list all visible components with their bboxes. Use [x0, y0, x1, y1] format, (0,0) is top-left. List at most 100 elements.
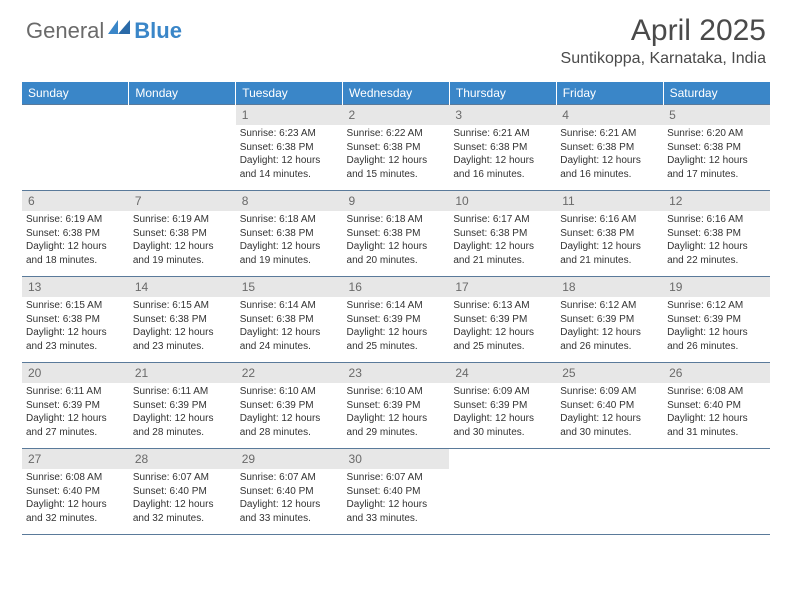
calendar-row: 1Sunrise: 6:23 AMSunset: 6:38 PMDaylight…: [22, 105, 770, 191]
day-body: Sunrise: 6:21 AMSunset: 6:38 PMDaylight:…: [556, 125, 663, 185]
day-body: Sunrise: 6:09 AMSunset: 6:39 PMDaylight:…: [449, 383, 556, 443]
calendar-cell: 29Sunrise: 6:07 AMSunset: 6:40 PMDayligh…: [236, 449, 343, 535]
day-body: Sunrise: 6:12 AMSunset: 6:39 PMDaylight:…: [556, 297, 663, 357]
day-number: 13: [22, 277, 129, 297]
logo-mark-icon: [108, 18, 132, 38]
day-number: 8: [236, 191, 343, 211]
calendar-cell: 5Sunrise: 6:20 AMSunset: 6:38 PMDaylight…: [663, 105, 770, 191]
day-body: Sunrise: 6:13 AMSunset: 6:39 PMDaylight:…: [449, 297, 556, 357]
day-number: 24: [449, 363, 556, 383]
day-body: Sunrise: 6:11 AMSunset: 6:39 PMDaylight:…: [129, 383, 236, 443]
weekday-header: Friday: [556, 82, 663, 105]
calendar-cell: 4Sunrise: 6:21 AMSunset: 6:38 PMDaylight…: [556, 105, 663, 191]
day-number: 5: [663, 105, 770, 125]
day-number: 28: [129, 449, 236, 469]
day-body: Sunrise: 6:14 AMSunset: 6:39 PMDaylight:…: [343, 297, 450, 357]
day-body: Sunrise: 6:10 AMSunset: 6:39 PMDaylight:…: [236, 383, 343, 443]
month-title: April 2025: [561, 14, 766, 48]
day-number: 22: [236, 363, 343, 383]
day-number: 21: [129, 363, 236, 383]
calendar-cell: [556, 449, 663, 535]
day-number: 7: [129, 191, 236, 211]
calendar-cell: 27Sunrise: 6:08 AMSunset: 6:40 PMDayligh…: [22, 449, 129, 535]
calendar-cell: 3Sunrise: 6:21 AMSunset: 6:38 PMDaylight…: [449, 105, 556, 191]
day-body: Sunrise: 6:11 AMSunset: 6:39 PMDaylight:…: [22, 383, 129, 443]
day-number: 4: [556, 105, 663, 125]
calendar-cell: 23Sunrise: 6:10 AMSunset: 6:39 PMDayligh…: [343, 363, 450, 449]
day-number: 2: [343, 105, 450, 125]
day-number: 17: [449, 277, 556, 297]
calendar-row: 27Sunrise: 6:08 AMSunset: 6:40 PMDayligh…: [22, 449, 770, 535]
day-body: Sunrise: 6:07 AMSunset: 6:40 PMDaylight:…: [129, 469, 236, 529]
day-body: Sunrise: 6:10 AMSunset: 6:39 PMDaylight:…: [343, 383, 450, 443]
calendar-cell: 28Sunrise: 6:07 AMSunset: 6:40 PMDayligh…: [129, 449, 236, 535]
weekday-header-row: SundayMondayTuesdayWednesdayThursdayFrid…: [22, 82, 770, 105]
day-body: Sunrise: 6:16 AMSunset: 6:38 PMDaylight:…: [663, 211, 770, 271]
day-number: 19: [663, 277, 770, 297]
calendar-cell: 6Sunrise: 6:19 AMSunset: 6:38 PMDaylight…: [22, 191, 129, 277]
calendar-cell: 2Sunrise: 6:22 AMSunset: 6:38 PMDaylight…: [343, 105, 450, 191]
day-body: Sunrise: 6:18 AMSunset: 6:38 PMDaylight:…: [236, 211, 343, 271]
logo: General Blue: [26, 18, 182, 44]
day-body: Sunrise: 6:07 AMSunset: 6:40 PMDaylight:…: [343, 469, 450, 529]
calendar-cell: 18Sunrise: 6:12 AMSunset: 6:39 PMDayligh…: [556, 277, 663, 363]
day-number: 16: [343, 277, 450, 297]
weekday-header: Tuesday: [236, 82, 343, 105]
calendar-cell: [449, 449, 556, 535]
calendar-cell: 11Sunrise: 6:16 AMSunset: 6:38 PMDayligh…: [556, 191, 663, 277]
calendar-cell: 8Sunrise: 6:18 AMSunset: 6:38 PMDaylight…: [236, 191, 343, 277]
calendar-cell: 14Sunrise: 6:15 AMSunset: 6:38 PMDayligh…: [129, 277, 236, 363]
day-body: Sunrise: 6:07 AMSunset: 6:40 PMDaylight:…: [236, 469, 343, 529]
day-number: 15: [236, 277, 343, 297]
weekday-header: Wednesday: [343, 82, 450, 105]
day-body: Sunrise: 6:19 AMSunset: 6:38 PMDaylight:…: [22, 211, 129, 271]
calendar-cell: 7Sunrise: 6:19 AMSunset: 6:38 PMDaylight…: [129, 191, 236, 277]
day-number: 9: [343, 191, 450, 211]
title-block: April 2025 Suntikoppa, Karnataka, India: [561, 14, 766, 68]
calendar-cell: [22, 105, 129, 191]
day-body: Sunrise: 6:12 AMSunset: 6:39 PMDaylight:…: [663, 297, 770, 357]
day-number: 30: [343, 449, 450, 469]
day-body: Sunrise: 6:21 AMSunset: 6:38 PMDaylight:…: [449, 125, 556, 185]
day-body: Sunrise: 6:15 AMSunset: 6:38 PMDaylight:…: [129, 297, 236, 357]
day-number: 20: [22, 363, 129, 383]
day-body: Sunrise: 6:18 AMSunset: 6:38 PMDaylight:…: [343, 211, 450, 271]
weekday-header: Monday: [129, 82, 236, 105]
day-number: 25: [556, 363, 663, 383]
day-number: 3: [449, 105, 556, 125]
day-number: 6: [22, 191, 129, 211]
day-body: Sunrise: 6:16 AMSunset: 6:38 PMDaylight:…: [556, 211, 663, 271]
weekday-header: Thursday: [449, 82, 556, 105]
day-number: 12: [663, 191, 770, 211]
calendar-cell: 15Sunrise: 6:14 AMSunset: 6:38 PMDayligh…: [236, 277, 343, 363]
calendar-cell: 25Sunrise: 6:09 AMSunset: 6:40 PMDayligh…: [556, 363, 663, 449]
calendar-cell: [663, 449, 770, 535]
day-body: Sunrise: 6:08 AMSunset: 6:40 PMDaylight:…: [22, 469, 129, 529]
calendar-body: 1Sunrise: 6:23 AMSunset: 6:38 PMDaylight…: [22, 105, 770, 535]
calendar-cell: 22Sunrise: 6:10 AMSunset: 6:39 PMDayligh…: [236, 363, 343, 449]
day-body: Sunrise: 6:17 AMSunset: 6:38 PMDaylight:…: [449, 211, 556, 271]
day-body: Sunrise: 6:08 AMSunset: 6:40 PMDaylight:…: [663, 383, 770, 443]
calendar-cell: 16Sunrise: 6:14 AMSunset: 6:39 PMDayligh…: [343, 277, 450, 363]
day-body: Sunrise: 6:19 AMSunset: 6:38 PMDaylight:…: [129, 211, 236, 271]
calendar-row: 20Sunrise: 6:11 AMSunset: 6:39 PMDayligh…: [22, 363, 770, 449]
calendar-cell: 10Sunrise: 6:17 AMSunset: 6:38 PMDayligh…: [449, 191, 556, 277]
day-number: 23: [343, 363, 450, 383]
calendar-cell: 12Sunrise: 6:16 AMSunset: 6:38 PMDayligh…: [663, 191, 770, 277]
calendar-cell: 9Sunrise: 6:18 AMSunset: 6:38 PMDaylight…: [343, 191, 450, 277]
calendar-cell: 26Sunrise: 6:08 AMSunset: 6:40 PMDayligh…: [663, 363, 770, 449]
day-body: Sunrise: 6:15 AMSunset: 6:38 PMDaylight:…: [22, 297, 129, 357]
calendar-cell: 20Sunrise: 6:11 AMSunset: 6:39 PMDayligh…: [22, 363, 129, 449]
calendar-cell: 21Sunrise: 6:11 AMSunset: 6:39 PMDayligh…: [129, 363, 236, 449]
calendar-row: 13Sunrise: 6:15 AMSunset: 6:38 PMDayligh…: [22, 277, 770, 363]
calendar-cell: 1Sunrise: 6:23 AMSunset: 6:38 PMDaylight…: [236, 105, 343, 191]
weekday-header: Saturday: [663, 82, 770, 105]
day-body: Sunrise: 6:20 AMSunset: 6:38 PMDaylight:…: [663, 125, 770, 185]
day-number: 27: [22, 449, 129, 469]
calendar-cell: 30Sunrise: 6:07 AMSunset: 6:40 PMDayligh…: [343, 449, 450, 535]
location: Suntikoppa, Karnataka, India: [561, 50, 766, 68]
weekday-header: Sunday: [22, 82, 129, 105]
logo-text-general: General: [26, 18, 104, 44]
day-number: 10: [449, 191, 556, 211]
day-body: Sunrise: 6:14 AMSunset: 6:38 PMDaylight:…: [236, 297, 343, 357]
